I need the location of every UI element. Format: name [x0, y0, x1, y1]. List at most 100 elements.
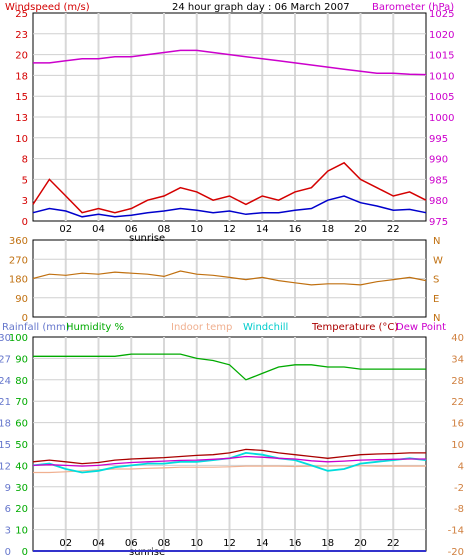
top-x-tick: 20: [354, 224, 367, 235]
bottom-x-tick: 04: [92, 538, 105, 549]
top-x-tick: 02: [59, 224, 72, 235]
humidity-tick: 80: [15, 376, 28, 387]
top-x-tick: 06: [125, 224, 138, 235]
humidity-legend: Humidity %: [66, 322, 124, 333]
rainfall-tick-labels: 0 3 6 9 12 15 18 21 24 27 30: [0, 333, 11, 558]
direction-gridlines: [33, 240, 426, 317]
windspeed-tick: 5: [22, 175, 28, 186]
windspeed-tick: 0: [22, 217, 28, 228]
temperature-tick: 4: [458, 461, 464, 472]
indoor-temp-line: [33, 465, 426, 474]
windspeed-tick: 25: [15, 9, 28, 20]
windspeed-tick: 23: [15, 30, 28, 41]
barometer-tick: 985: [429, 175, 448, 186]
rainfall-tick: 27: [0, 354, 11, 365]
indoor-temp-legend: Indoor temp: [171, 322, 232, 333]
dew-point-legend: Dew Point: [396, 322, 446, 333]
bottom-x-tick: 02: [59, 538, 72, 549]
bottom-x-tick: 16: [289, 538, 302, 549]
barometer-tick: 1025: [429, 9, 454, 20]
windspeed-tick: 18: [15, 71, 28, 82]
barometer-tick: 980: [429, 196, 448, 207]
temperature-tick: 16: [451, 419, 464, 430]
humidity-tick: 70: [15, 397, 28, 408]
direction-compass-tick: E: [433, 294, 439, 305]
top-x-tick: 04: [92, 224, 105, 235]
rainfall-tick: 15: [0, 440, 11, 451]
direction-degree-tick: 270: [9, 255, 28, 266]
bottom-x-tick: 08: [158, 538, 171, 549]
direction-degree-tick: 90: [15, 294, 28, 305]
top-x-tick: 16: [289, 224, 302, 235]
bottom-x-tick: 14: [256, 538, 269, 549]
temperature-tick: -20: [448, 547, 464, 556]
direction-compass-tick: S: [433, 275, 439, 286]
barometer-tick: 1000: [429, 113, 454, 124]
windchill-legend: Windchill: [243, 322, 288, 333]
direction-degree-labels: 0 90 180 270 360: [9, 236, 28, 324]
rainfall-tick: 18: [0, 419, 11, 430]
temperature-tick: 34: [451, 354, 464, 365]
sunrise-label-bottom: sunrise: [129, 547, 165, 556]
rainfall-tick: 12: [0, 461, 11, 472]
temperature-tick: 22: [451, 397, 464, 408]
temperature-tick-labels: -20 -14 -8 -2 4 10 16 22 28 34 40: [448, 333, 464, 558]
bottom-x-tick: 12: [223, 538, 236, 549]
windspeed-axis-label: Windspeed (m/s): [5, 2, 90, 13]
barometer-axis-label: Barometer (hPa): [372, 2, 454, 13]
barometer-tick: 990: [429, 155, 448, 166]
temperature-tick: -14: [448, 526, 464, 537]
windspeed-tick: 15: [15, 92, 28, 103]
humidity-tick-labels: 0 10 20 30 40 50 60 70 80 90 100: [9, 333, 28, 558]
humidity-tick: 50: [15, 440, 28, 451]
barometer-tick: 975: [429, 217, 448, 228]
humidity-tick: 40: [15, 461, 28, 472]
windspeed-line: [32, 161, 427, 214]
humidity-tick: 0: [22, 547, 28, 556]
windspeed-tick: 10: [15, 134, 28, 145]
barometer-tick: 1020: [429, 30, 454, 41]
temperature-tick: 40: [451, 333, 464, 344]
dew-point-line: [32, 455, 426, 467]
bottom-x-tick: 22: [387, 538, 400, 549]
humidity-tick: 30: [15, 483, 28, 494]
barometer-tick-labels: 975 980 985 990 995 1000 1005 1010 1015 1020 1025: [429, 9, 454, 228]
top-x-tick: 10: [190, 224, 203, 235]
temperature-tick: -2: [454, 483, 464, 494]
sunrise-label-top: sunrise: [129, 233, 165, 244]
top-x-tick-labels: 02 04 06 08 10 12 14 16 18 20 22: [59, 224, 399, 235]
rainfall-tick: 6: [5, 504, 11, 515]
wind-gridlines: [33, 13, 426, 221]
windspeed-tick: 3: [22, 196, 28, 207]
page-title: 24 hour graph day : 06 March 2007: [172, 2, 350, 13]
temperature-legend: Temperature (°C): [311, 322, 398, 333]
bottom-x-tick: 20: [354, 538, 367, 549]
top-x-tick: 22: [387, 224, 400, 235]
bottom-x-tick: 18: [321, 538, 334, 549]
rainfall-legend: Rainfall (mm): [2, 322, 70, 333]
temperature-tick: -8: [454, 504, 464, 515]
direction-compass-tick: N: [433, 313, 440, 324]
rainfall-tick: 21: [0, 397, 11, 408]
rainfall-tick: 3: [5, 526, 11, 537]
barometer-tick: 995: [429, 134, 448, 145]
top-x-tick: 08: [158, 224, 171, 235]
windspeed-tick: 13: [15, 113, 28, 124]
rainfall-tick: 9: [5, 483, 11, 494]
humidity-tick: 100: [9, 333, 28, 344]
bottom-x-tick-labels: 02 04 06 08 10 12 14 16 18 20 22: [59, 538, 399, 549]
windspeed-average-line: [32, 195, 427, 218]
rainfall-tick: 0: [5, 547, 11, 556]
direction-degree-tick: 0: [22, 313, 28, 324]
series-layer: [32, 49, 427, 552]
humidity-tick: 60: [15, 419, 28, 430]
barometer-tick: 1005: [429, 92, 454, 103]
barometer-tick: 1015: [429, 51, 454, 62]
direction-degree-tick: 360: [9, 236, 28, 247]
barometer-tick: 1010: [429, 71, 454, 82]
temperature-line: [32, 448, 426, 465]
top-x-tick: 12: [223, 224, 236, 235]
